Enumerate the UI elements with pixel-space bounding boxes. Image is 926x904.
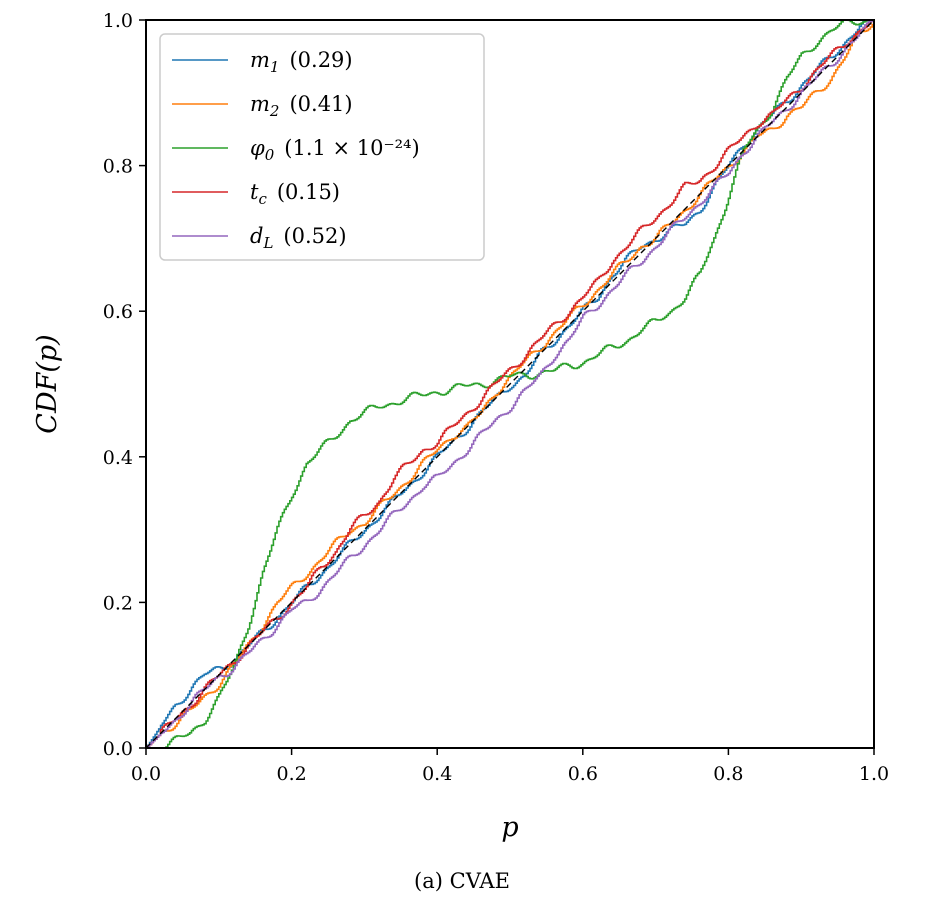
legend-entry: tc (0.15): [250, 180, 340, 208]
data-layer: [145, 19, 875, 749]
x-tick-label: 0.6: [568, 763, 598, 785]
series-line-tc: [146, 19, 874, 749]
legend-symbol: t: [250, 180, 259, 204]
legend-entry: dL (0.52): [250, 224, 347, 252]
legend-symbol: m: [250, 48, 270, 72]
x-tick-label: 1.0: [859, 763, 889, 785]
figure-caption: (a) CVAE: [414, 869, 510, 893]
legend-value: (1.1 × 10⁻²⁴): [284, 136, 419, 160]
legend-entry: m2 (0.41): [250, 92, 353, 120]
plot-frame: [145, 19, 875, 749]
legend-symbol: d: [250, 224, 263, 248]
legend-value: (0.52): [283, 224, 346, 248]
x-tick-label: 0.8: [713, 763, 743, 785]
x-tick-label: 0.0: [131, 763, 161, 785]
y-tick-label: 0.8: [103, 156, 133, 178]
y-tick-label: 1.0: [103, 10, 133, 32]
legend-value: (0.15): [277, 180, 340, 204]
legend-subscript: 0: [265, 146, 275, 164]
legend-subscript: L: [262, 234, 273, 252]
legend-symbol: φ: [250, 136, 265, 160]
y-tick-label: 0.4: [103, 447, 133, 469]
legend-value: (0.29): [289, 48, 352, 72]
legend-subscript: c: [258, 190, 267, 208]
legend-box: [159, 33, 485, 261]
legend-symbol: m: [250, 92, 270, 116]
legend-value: (0.41): [289, 92, 352, 116]
y-tick-label: 0.6: [103, 301, 133, 323]
x-axis-label: p: [501, 812, 518, 843]
x-tick-label: 0.2: [276, 763, 306, 785]
legend-entry: m1 (0.29): [250, 48, 353, 76]
legend-entry: φ0 (1.1 × 10⁻²⁴): [250, 136, 420, 164]
x-tick-label: 0.4: [422, 763, 452, 785]
legend-subscript: 1: [270, 58, 280, 76]
y-tick-label: 0.2: [103, 592, 133, 614]
legend: m1 (0.29)m2 (0.41)φ0 (1.1 × 10⁻²⁴)tc (0.15)d…: [159, 33, 485, 261]
series-line-dL: [146, 20, 875, 749]
ticks-layer: 0.0 0.2 0.4 0.6 0.8 1.0 0.0 0.2 0.4 0.6 0.8 1.0: [103, 10, 889, 785]
diagonal-reference-line: [145, 19, 875, 749]
series-line-phi0: [146, 19, 875, 749]
y-tick-label: 0.0: [103, 738, 133, 760]
y-axis-label: CDF(p): [32, 334, 63, 433]
legend-subscript: 2: [269, 102, 280, 120]
